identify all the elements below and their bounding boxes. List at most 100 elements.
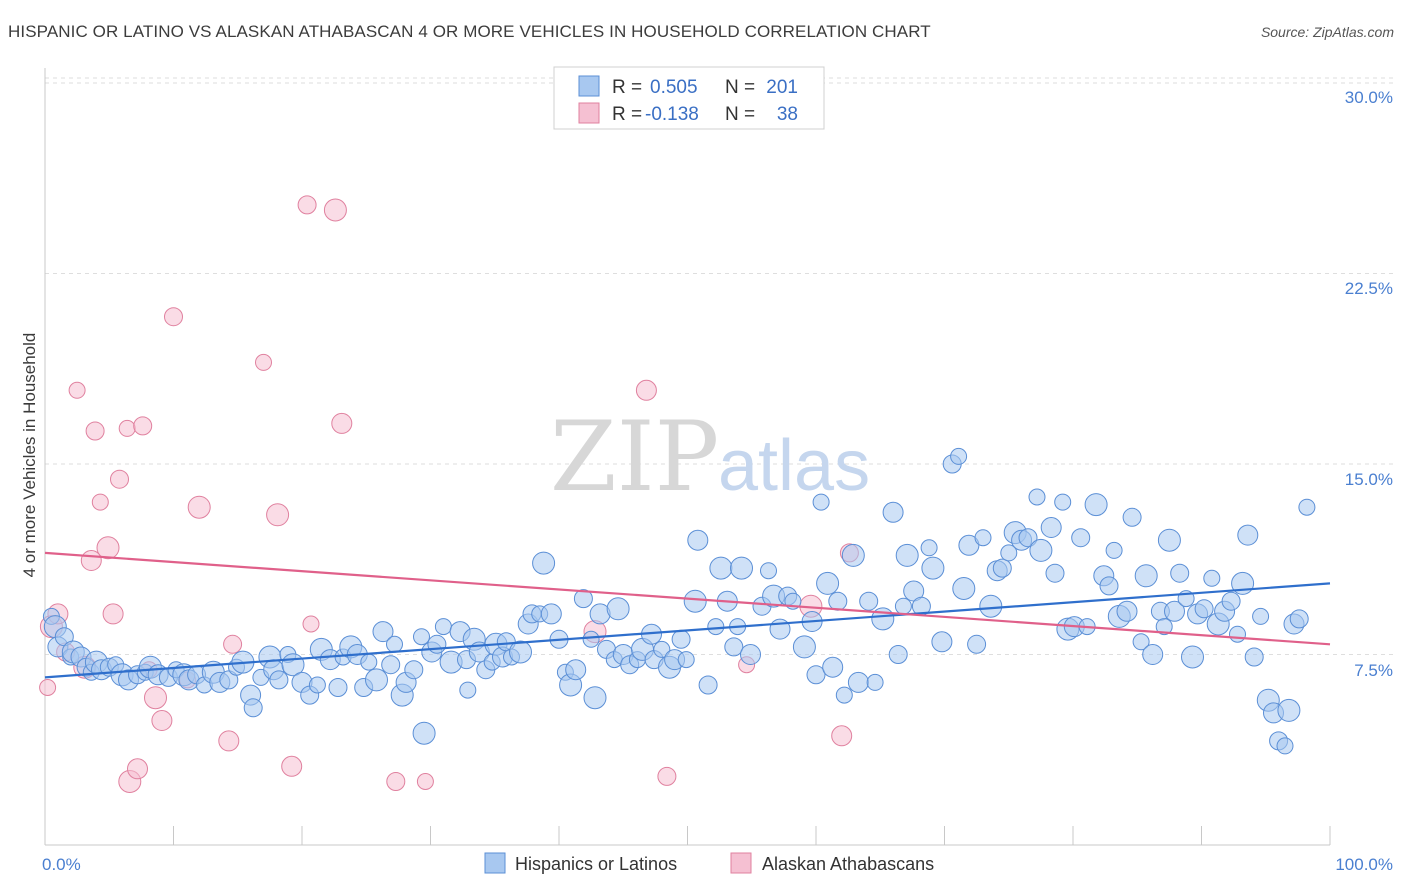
hispanic-point [1221,591,1241,611]
y-tick-label-15: 15.0% [1345,470,1393,489]
legend-n-value-pink: 38 [777,104,798,125]
alaskan-athabascan-point [297,195,317,215]
hispanic-point [573,589,593,609]
hispanic-point [1252,607,1270,625]
alaskan-athabascan-point [255,353,272,371]
hispanic-point [967,634,987,654]
hispanic-point [740,644,761,665]
hispanic-point [920,539,938,557]
hispanic-point [1142,644,1164,665]
x-tick-label-0: 0.0% [42,855,81,874]
alaskan-athabascan-point [323,198,347,222]
hispanic-point [992,558,1012,578]
alaskan-athabascan-point [657,766,677,786]
bottom-legend-label-blue: Hispanics or Latinos [515,854,677,874]
hispanic-point [894,597,912,615]
hispanic-point [1229,625,1246,643]
hispanic-point [683,589,707,613]
hispanic-point [459,681,477,699]
hispanic-point [269,670,289,690]
hispanic-point [582,630,600,648]
hispanic-point [760,562,777,580]
hispanic-point [828,591,848,611]
hispanic-point [565,659,587,681]
hispanic-point [950,447,968,465]
alaskan-athabascan-point [416,773,434,790]
alaskan-athabascan-point [223,634,243,654]
alaskan-athabascan-point [39,679,57,696]
hispanic-point [1116,600,1138,622]
hispanic-point [509,640,532,664]
alaskan-athabascan-point [266,503,290,527]
hispanic-point [1157,528,1181,552]
legend-n-label-pink: N = [725,104,755,125]
hispanic-point [365,668,388,692]
hispanic-point [812,493,830,511]
hispanic-point [895,543,919,567]
legend-swatch-blue [578,75,600,97]
hispanic-point [687,529,709,551]
alaskan-athabascan-point [102,603,124,625]
hispanic-point [1071,528,1091,548]
hispanic-point [677,651,695,669]
hispanic-point [1000,544,1018,562]
hispanic-point [1164,600,1185,622]
hispanic-point [328,678,348,697]
hispanic-point [372,621,394,643]
hispanic-point [1289,609,1309,629]
hispanic-point [1298,498,1316,516]
y-tick-label-30: 30.0% [1345,88,1393,107]
hispanic-point [1099,576,1119,596]
hispanic-point [1134,564,1158,588]
hispanic-point [1276,737,1294,755]
alaskan-athabascan-point [127,758,148,780]
hispanic-point [412,721,436,745]
alaskan-athabascan-point [302,615,320,633]
hispanic-point [1170,563,1190,583]
hispanic-point [866,673,884,691]
hispanic-point [540,603,562,625]
legend-n-label-blue: N = [725,77,755,98]
bottom-legend-swatch-blue [484,852,506,874]
hispanic-point [952,577,976,600]
hispanic-point [360,653,378,671]
hispanic-point [606,597,630,621]
alaskan-athabascan-point [218,730,240,752]
source-label: Source: ZipAtlas.com [1260,24,1394,40]
bottom-legend-label-pink: Alaskan Athabascans [762,854,934,874]
alaskan-athabascan-point [386,772,406,791]
y-tick-label-22-5: 22.5% [1345,279,1393,298]
alaskan-athabascan-point [96,536,120,560]
hispanic-point [847,671,869,693]
legend-r-label-blue: R = [612,77,642,98]
hispanic-point [1194,599,1214,619]
legend-r-value-pink: -0.138 [645,104,699,125]
hispanics-trend-line [44,582,1331,679]
alaskan-athabascan-point [91,493,109,511]
hispanic-point [1132,633,1150,651]
watermark: ZIP atlas [550,401,870,513]
watermark-zip: ZIP [550,401,719,513]
bottom-legend: Hispanics or Latinos Alaskan Athabascans [484,852,934,874]
hispanic-point [1084,493,1108,517]
y-axis-label: 4 or more Vehicles in Household [20,333,39,578]
hispanic-point [1045,563,1065,583]
trend-lines [44,551,1331,679]
hispanic-point [921,556,945,580]
legend-swatch-pink [578,102,600,124]
hispanic-point [308,676,326,694]
hispanic-point [386,635,403,653]
hispanic-point [958,534,980,556]
alaskan-athabascan-point [187,495,211,519]
hispanic-point [709,556,733,580]
alaskan-athabascan-point [133,416,153,436]
hispanic-point [730,556,753,580]
hispanic-point [822,656,844,678]
alaskan-athabascan-point [144,686,167,710]
hispanics-points [42,447,1316,755]
hispanic-point [1181,645,1204,669]
hispanic-point [1105,541,1123,559]
hispanic-point [404,660,424,680]
hispanic-point [816,571,840,595]
hispanic-point [1029,538,1053,562]
